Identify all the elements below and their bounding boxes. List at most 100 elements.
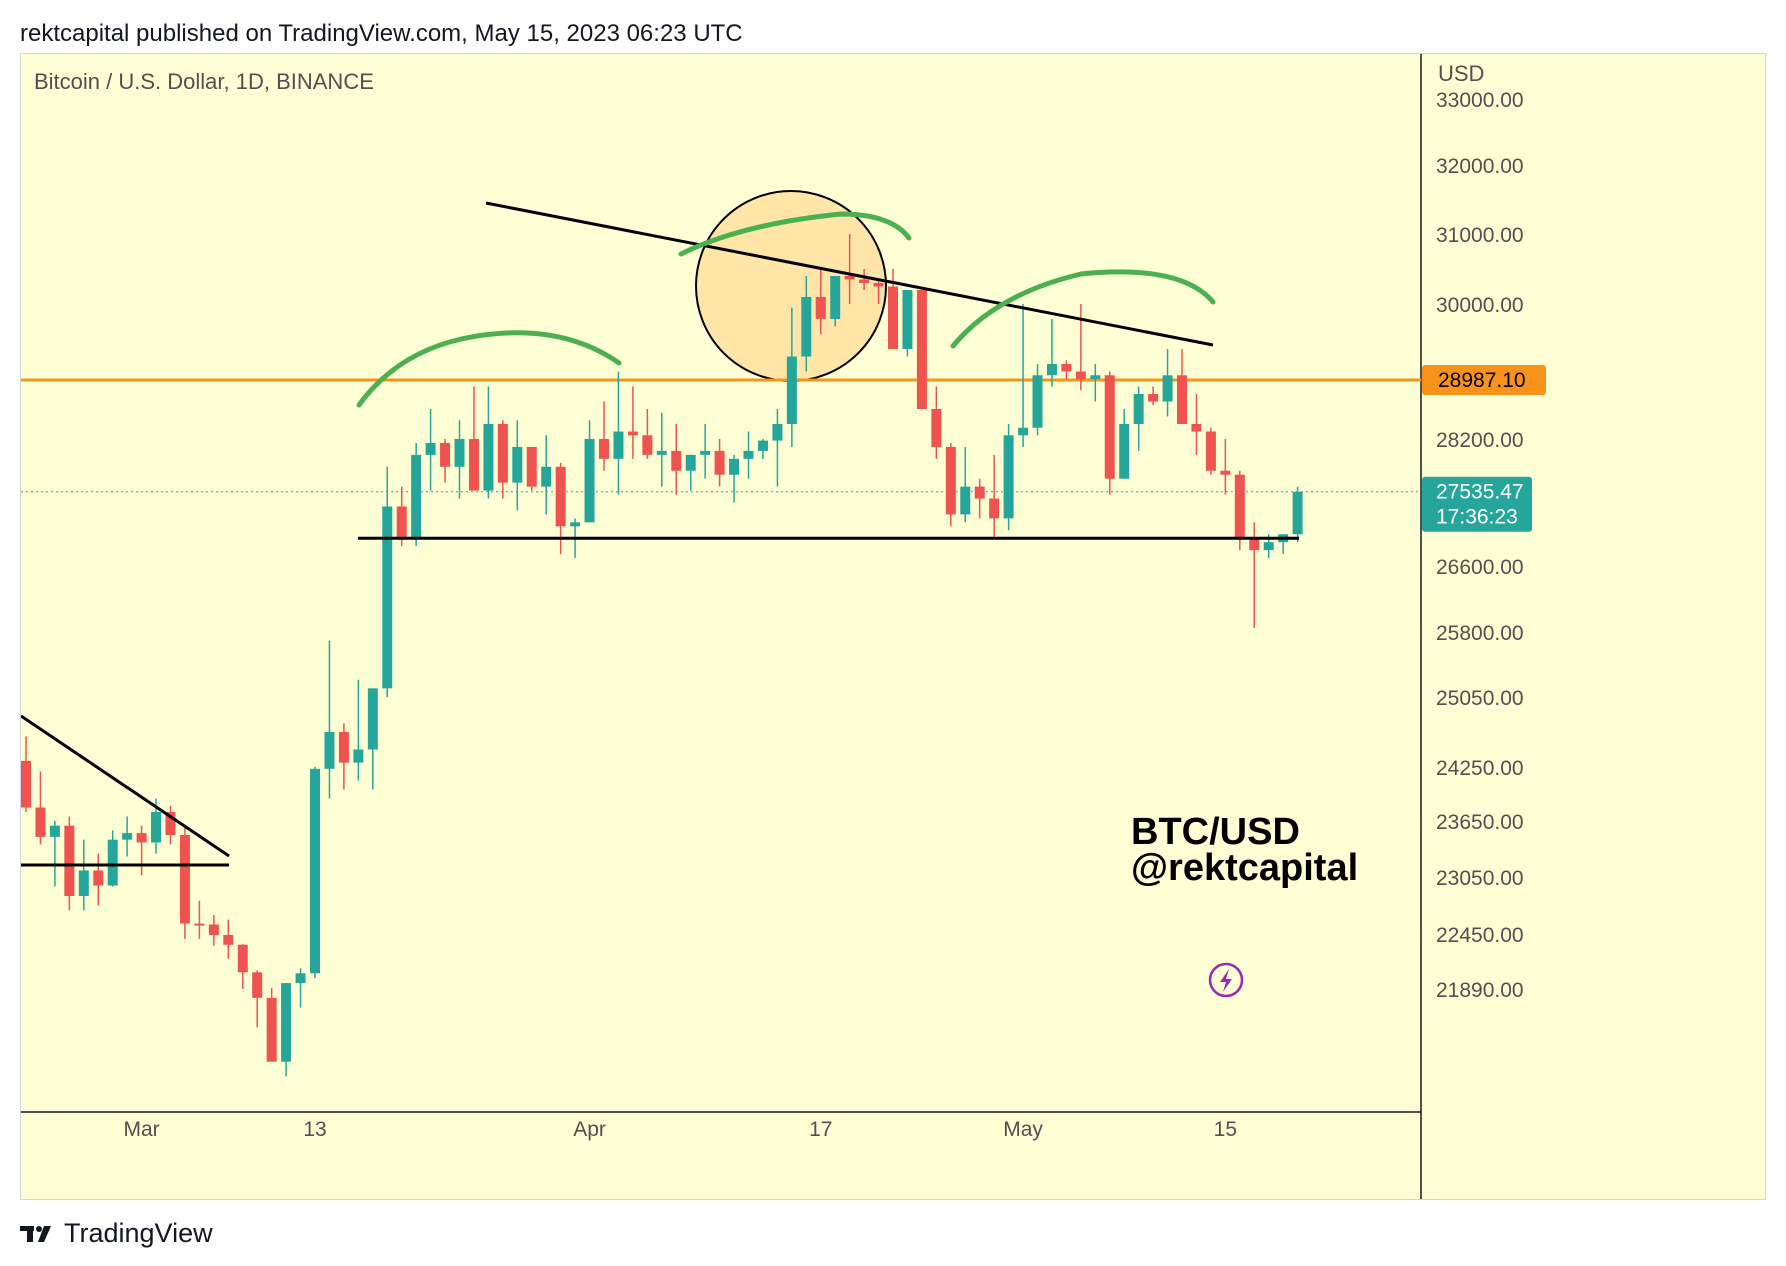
candle <box>1148 386 1159 406</box>
candle-body <box>1234 474 1245 539</box>
candle <box>1292 486 1303 543</box>
candle <box>35 771 46 845</box>
candle <box>223 919 234 959</box>
candle <box>483 386 494 499</box>
candle <box>353 679 364 781</box>
candle-body <box>902 290 913 349</box>
candle <box>729 454 740 503</box>
tradingview-footer[interactable]: TradingView <box>20 1218 213 1249</box>
candle-body <box>1018 427 1029 436</box>
candle <box>1220 439 1231 495</box>
candle-body <box>122 833 133 840</box>
lightning-icon[interactable] <box>1208 962 1244 998</box>
candle <box>310 767 320 979</box>
candle-body <box>353 749 364 763</box>
last-price-tag: 27535.47 17:36:23 <box>1422 476 1532 532</box>
candle-body <box>830 276 841 319</box>
candle <box>584 420 595 523</box>
candle-body <box>1119 424 1130 479</box>
candle <box>49 821 60 887</box>
candle-body <box>729 458 740 475</box>
price-tick-label: 23050.00 <box>1436 867 1524 890</box>
candle-body <box>21 760 31 808</box>
candle-body <box>815 297 826 319</box>
candle-body <box>599 439 609 459</box>
candle <box>1162 349 1173 417</box>
candle <box>252 970 263 1028</box>
candle-body <box>1046 364 1057 376</box>
candle-body <box>194 923 205 926</box>
candle-body <box>1177 375 1187 424</box>
candle-body <box>743 450 754 459</box>
candle-body <box>382 506 393 689</box>
candle <box>78 839 89 911</box>
candle-body <box>1090 375 1101 379</box>
candle <box>122 816 133 857</box>
candle <box>440 439 451 483</box>
candle <box>21 736 31 812</box>
candle <box>237 943 248 989</box>
candle <box>512 420 523 511</box>
candle-body <box>223 934 234 945</box>
candle-body <box>396 506 407 539</box>
tradingview-brand: TradingView <box>64 1218 213 1248</box>
candle-body <box>671 450 682 471</box>
time-tick-label: 15 <box>1214 1118 1237 1141</box>
candle-body <box>324 732 335 769</box>
candle-body <box>1220 470 1231 475</box>
candle-body <box>1133 394 1144 424</box>
candle-body <box>1003 435 1014 519</box>
green-arc-middle <box>678 211 912 257</box>
candle-body <box>801 297 812 357</box>
candle <box>1104 371 1115 495</box>
candle <box>671 424 682 495</box>
candle <box>468 386 479 491</box>
candle-body <box>656 450 667 455</box>
green-arc-left <box>356 330 622 408</box>
candle <box>786 307 797 447</box>
candle-body <box>237 944 248 973</box>
candle <box>1119 409 1130 479</box>
time-tick-label: May <box>1003 1118 1043 1141</box>
candle-body <box>757 440 768 451</box>
candle-body <box>1205 431 1216 471</box>
price-tick-label: 25800.00 <box>1436 622 1524 645</box>
candle-body <box>497 424 508 483</box>
candle <box>815 269 826 334</box>
price-tick-label: 23650.00 <box>1436 811 1524 834</box>
price-tick-label: 30000.00 <box>1436 294 1524 317</box>
chart-container[interactable]: Bitcoin / U.S. Dollar, 1D, BINANCE USD 3… <box>20 53 1766 1200</box>
candle-body <box>613 431 624 459</box>
candle <box>656 412 667 487</box>
candle <box>541 435 552 515</box>
candle <box>1133 386 1144 451</box>
candle-body <box>165 812 176 835</box>
price-tick-label: 31000.00 <box>1436 224 1524 247</box>
candle <box>1032 364 1043 436</box>
candle-body <box>367 688 378 750</box>
candle-body <box>411 454 422 539</box>
candle-body <box>454 439 465 467</box>
price-axis-area[interactable] <box>1421 54 1765 1199</box>
candle <box>208 915 219 946</box>
candle <box>1090 364 1101 402</box>
candle-body <box>1075 371 1086 379</box>
candle <box>338 723 349 790</box>
price-tick-label: 21890.00 <box>1436 979 1524 1002</box>
candle <box>454 420 465 499</box>
candle <box>830 276 841 327</box>
candle-body <box>642 435 653 455</box>
chart-svg[interactable]: Bitcoin / U.S. Dollar, 1D, BINANCE USD 3… <box>20 54 1765 1199</box>
candle-body <box>584 439 595 523</box>
candle <box>64 816 75 911</box>
green-arc-right <box>950 269 1216 349</box>
candle <box>295 968 306 1008</box>
candle <box>974 478 985 519</box>
candle-body <box>1148 394 1159 402</box>
orange-level-value: 28987.10 <box>1438 369 1526 392</box>
candle <box>1061 360 1072 379</box>
candle <box>165 805 176 845</box>
candles <box>21 234 1303 1077</box>
candle-body <box>1263 542 1274 551</box>
tradingview-logo-icon <box>20 1225 51 1242</box>
